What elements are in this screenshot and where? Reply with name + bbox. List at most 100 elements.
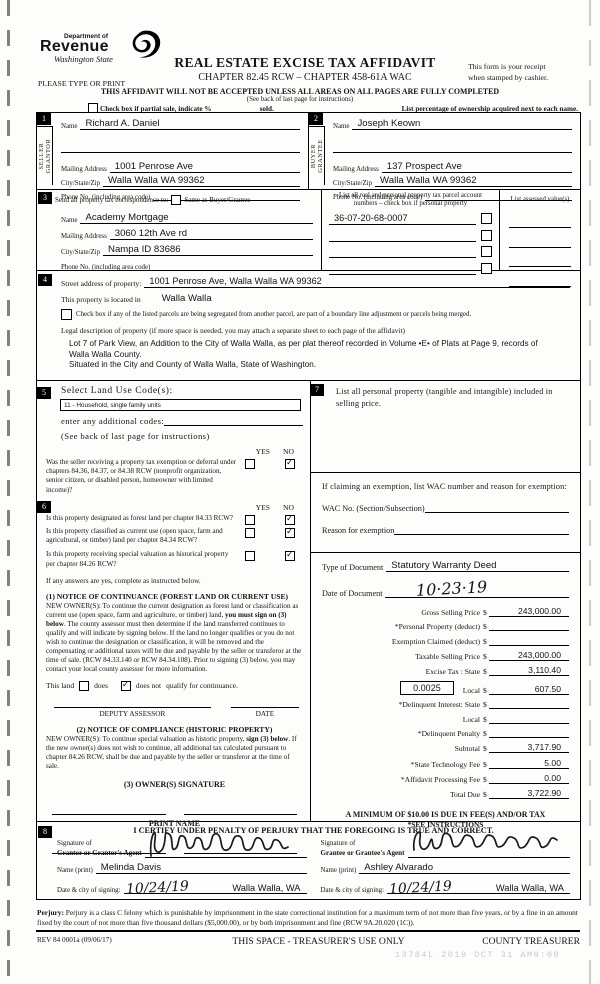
delinquent-interest-local-field[interactable] [488,714,569,724]
assessed-field-2[interactable] [509,239,571,248]
parcel-field-3[interactable] [329,247,476,259]
forest-yes-checkbox[interactable] [245,514,255,525]
logo-dept: Department of [64,33,109,40]
notice-continuance-text: NEW OWNER(S): To continue the current de… [46,601,302,673]
same-as-buyer-checkbox[interactable] [171,195,182,205]
parcel-checkbox-1[interactable] [481,213,492,225]
reason-field[interactable] [394,524,569,535]
affidavit-processing-fee-field[interactable]: 0.00 [488,773,569,785]
land-use-code-select[interactable]: 11 - Household, single family units [60,399,301,411]
seller-name-label: Name [61,123,78,130]
seller-name2-field[interactable] [61,142,300,153]
buyer-name-label: Name [333,123,350,130]
personal-property-deduct-field[interactable] [488,621,569,632]
additional-codes-field[interactable] [164,417,303,426]
grantor-name-print-field[interactable]: Melinda Davis [95,862,307,875]
grantor-date-city-label: Date & city of signing: [57,887,121,895]
parcel-field-4[interactable] [329,264,476,275]
buyer-name-field[interactable]: Joseph Keown [352,118,572,130]
additional-codes-label: enter any additional codes: [61,416,165,426]
buyer-name2-field[interactable] [333,142,572,153]
grantee-date-city-field[interactable]: 10/24/19 Walla Walla, WA [387,878,570,898]
perjury-notice: Perjury: Perjury is a class C felony whi… [37,908,578,928]
parcel-field-1[interactable]: 36-07-20-68-0007 [329,213,476,226]
grantee-name-print-field[interactable]: Ashley Alvarado [359,862,570,875]
see-back-note: (See back of last page for instructions) [246,96,354,103]
print-name-line-2[interactable] [183,843,297,854]
seller-csz-field[interactable]: Walla Walla WA 99362 [103,175,300,187]
seller-mailing-field[interactable]: 1001 Penrose Ave [109,161,300,173]
parcel-checkbox-2[interactable] [481,229,492,241]
gross-selling-price-label: Gross Selling Price [421,607,480,617]
parcel-field-2[interactable] [329,231,476,242]
parcel-checkbox-4[interactable] [481,262,492,274]
corr-mailing-field[interactable]: 3060 12th Ave rd [109,228,313,240]
land-does-not-checkbox[interactable] [120,680,131,691]
deputy-assessor-line[interactable]: DEPUTY ASSESSOR [54,706,211,718]
dor-logo: Department of Revenue Washington State [40,30,170,64]
wac-field[interactable] [424,502,569,513]
corr-csz-field[interactable]: Nampa ID 83686 [103,244,313,256]
assessed-values-section: List assessed value(s) [500,190,580,287]
parcel-checkbox-3[interactable] [481,246,492,258]
buyer-phone-label: Phone No. (including area code) [333,194,423,201]
forest-no-checkbox[interactable] [285,514,295,525]
current-use-no-checkbox[interactable] [285,527,295,538]
notice-continuance-title: (1) NOTICE OF CONTINUANCE (FOREST LAND O… [46,591,289,601]
buyer-section: 2 BUYER GRANTEE Name Joseph Keown Mailing… [308,113,580,201]
gross-selling-price-field[interactable]: 243,000.00 [488,606,569,617]
delinquent-interest-state-field[interactable] [488,699,569,710]
corr-phone-field[interactable] [153,260,313,271]
correspondence-label: Send all property tax correspondence to: [55,196,169,204]
affidavit-processing-fee-label: *Affidavit Processing Fee [400,775,480,785]
segregated-checkbox[interactable] [61,309,72,320]
taxable-selling-price-label: Taxable Selling Price [415,651,480,661]
grantor-date-city-field[interactable]: 10/24/19 Walla Walla, WA [123,878,307,898]
grantee-date-city-label: Date & city of signing: [320,887,385,895]
exemption-claimed-field[interactable] [488,636,569,646]
s5-exemption-yes-checkbox[interactable] [245,459,255,469]
does-label: does [94,681,108,691]
land-does-checkbox[interactable] [79,680,90,691]
doc-type-field[interactable]: Statutory Warranty Deed [386,560,569,572]
parcel-header: List all real and personal property tax … [338,192,483,208]
grantor-signature-field[interactable] [144,832,307,859]
assessed-field-3[interactable] [509,258,571,268]
print-name-line-1[interactable] [52,843,166,854]
local-rate-box[interactable]: 0.0025 [400,680,454,695]
seller-name-field[interactable]: Richard A. Daniel [80,118,300,130]
assessed-field-1[interactable] [509,219,571,229]
historic-no-checkbox[interactable] [285,550,295,562]
subtotal-field[interactable]: 3,717.90 [488,742,569,754]
total-due-field[interactable]: 3,722.90 [488,788,569,800]
taxable-selling-price-field[interactable]: 243,000.00 [488,650,569,661]
segregated-label: Check box if any of the listed parcels a… [76,311,472,318]
state-technology-fee-field[interactable]: 5.00 [488,758,569,769]
street-address-field[interactable]: 1001 Penrose Ave, Walla Walla WA 99362 [144,276,570,288]
excise-tax-local-field[interactable]: 607.50 [488,684,569,695]
excise-tax-state-field[interactable]: 3,110.40 [488,665,569,677]
qualify-label: qualify for continuance. [166,681,238,691]
assessor-date-line[interactable]: DATE [230,706,299,718]
buyer-phone-field[interactable] [425,190,572,201]
doc-date-field[interactable]: 10·23·19 [385,577,569,600]
owner-signature-line-2[interactable] [183,804,297,815]
grantee-signature-field[interactable] [407,831,570,859]
seller-phone-field[interactable] [153,190,300,201]
historic-yes-checkbox[interactable] [245,551,255,562]
located-in-field[interactable]: Walla Walla [161,293,212,304]
grantee-city: Walla Walla, WA [495,883,564,894]
seller-section: 1 SELLER GRANTOR Name Richard A. Daniel M… [37,113,308,201]
logo-state: Washington State [54,54,113,64]
partial-sale-label: Check box if partial sale, indicate % [100,105,212,113]
buyer-csz-field[interactable]: Walla Walla WA 99362 [375,175,572,187]
buyer-mailing-label: Mailing Address [333,166,379,173]
owner-signature-line-1[interactable] [52,804,166,815]
current-use-yes-checkbox[interactable] [245,527,255,538]
buyer-mailing-field[interactable]: 137 Prospect Ave [381,161,572,173]
corr-name-field[interactable]: Academy Mortgage [80,212,313,224]
assessed-field-4[interactable] [509,278,571,287]
delinquent-penalty-field[interactable] [488,728,569,738]
s5-exemption-no-checkbox[interactable] [285,458,295,469]
grantee-signature-block: Signature of Grantee or Grantee's Agent N… [320,831,570,898]
